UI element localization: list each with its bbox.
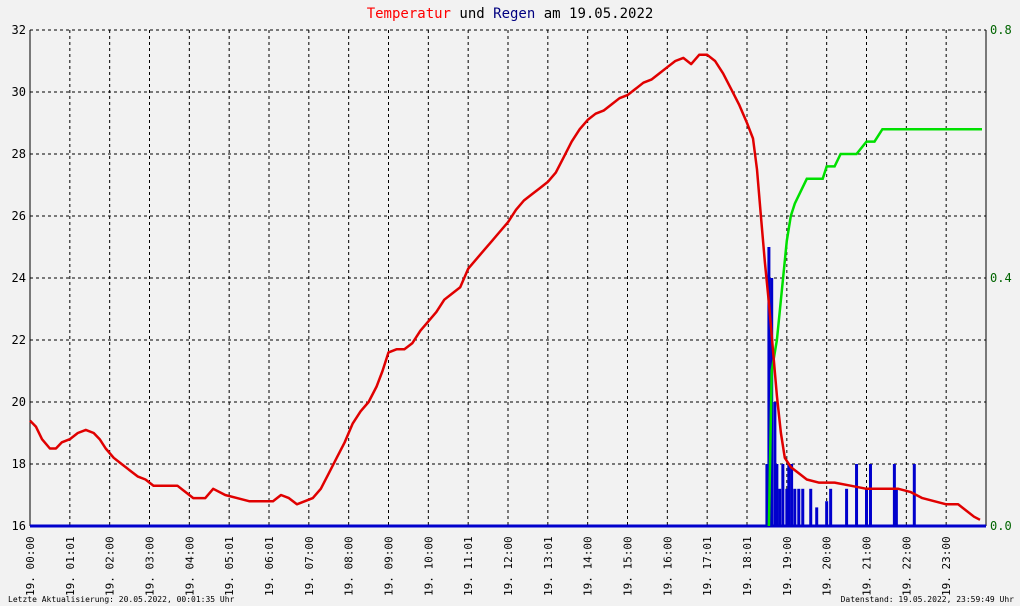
y-tick-label-left: 32 <box>12 23 26 37</box>
x-tick-label: 19. 01:01 <box>64 536 77 596</box>
x-tick-label: 19. 08:00 <box>343 536 356 596</box>
footer-last-update: Letzte Aktualisierung: 20.05.2022, 00:01… <box>8 595 235 604</box>
x-tick-label: 19. 06:01 <box>263 536 276 596</box>
title-und: und <box>451 6 493 22</box>
x-tick-label: 19. 20:00 <box>821 536 834 596</box>
x-tick-label: 19. 19:00 <box>781 536 794 596</box>
x-tick-label: 19. 18:01 <box>741 536 754 596</box>
title-rain: Regen <box>493 6 535 22</box>
x-tick-label: 19. 17:01 <box>701 536 714 596</box>
x-tick-label: 19. 21:00 <box>861 536 874 596</box>
y-tick-label-left: 28 <box>12 147 26 161</box>
y-tick-label-right: 0.4 <box>990 271 1012 285</box>
x-tick-label: 19. 23:00 <box>940 536 953 596</box>
title-date: am 19.05.2022 <box>535 6 653 22</box>
x-tick-label: 19. 11:01 <box>462 536 475 596</box>
temperature-line <box>29 53 981 521</box>
y-tick-label-left: 20 <box>12 395 26 409</box>
x-tick-label: 19. 07:00 <box>303 536 316 596</box>
footer-data-status: Datenstand: 19.05.2022, 23:59:49 Uhr <box>841 595 1015 604</box>
x-tick-label: 19. 15:00 <box>622 536 635 596</box>
series-lines <box>29 53 982 527</box>
y-tick-label-right: 0.0 <box>990 519 1012 533</box>
y-tick-label-left: 16 <box>12 519 26 533</box>
x-tick-label: 19. 22:00 <box>900 536 913 596</box>
y-tick-label-left: 22 <box>12 333 26 347</box>
title-temperature: Temperatur <box>367 6 451 22</box>
x-tick-label: 19. 03:00 <box>144 536 157 596</box>
x-tick-label: 19. 12:00 <box>502 536 515 596</box>
rain-total-line <box>767 127 982 527</box>
x-tick-label: 19. 13:01 <box>542 536 555 596</box>
x-tick-label: 19. 02:00 <box>104 536 117 596</box>
y-tick-label-left: 24 <box>12 271 26 285</box>
y-tick-label-right: 0.8 <box>990 23 1012 37</box>
x-tick-label: 19. 14:00 <box>582 536 595 596</box>
x-tick-label: 19. 09:00 <box>383 536 396 596</box>
y-tick-label-left: 18 <box>12 457 26 471</box>
x-tick-label: 19. 04:00 <box>183 536 196 596</box>
chart-title: Temperatur und Regen am 19.05.2022 <box>367 6 654 22</box>
x-tick-label: 19. 00:00 <box>24 536 37 596</box>
y-tick-label-left: 30 <box>12 85 26 99</box>
y-tick-label-left: 26 <box>12 209 26 223</box>
x-tick-label: 19. 10:00 <box>422 536 435 596</box>
x-tick-label: 19. 16:00 <box>661 536 674 596</box>
x-tick-label: 19. 05:01 <box>223 536 236 596</box>
axis-labels: 16 18 20 22 24 26 28 30 32 19. 00:00 19. 01:01 19. … <box>12 23 1012 596</box>
